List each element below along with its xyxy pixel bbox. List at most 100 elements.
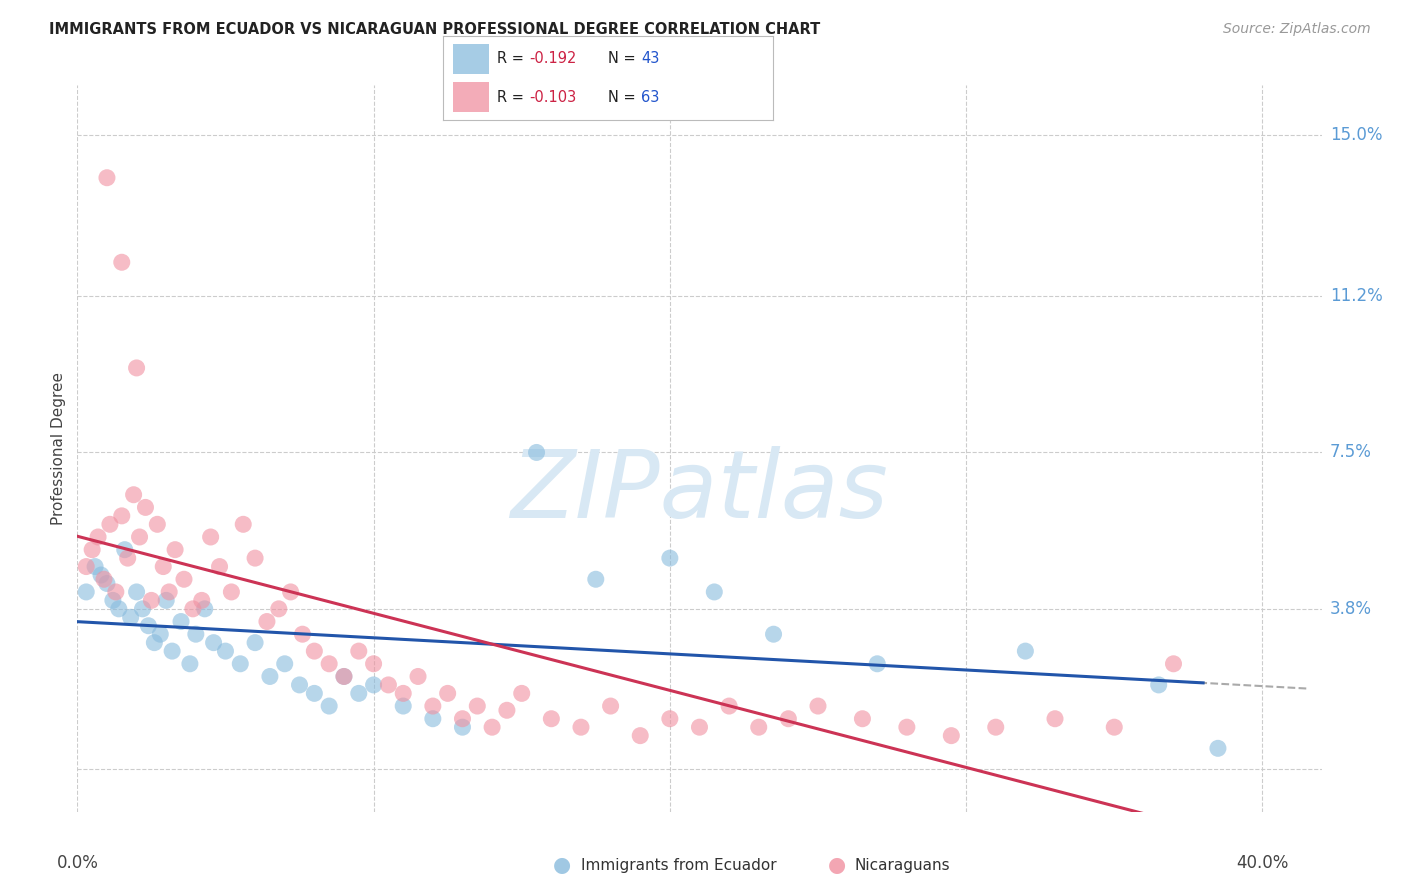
Point xyxy=(155,593,177,607)
Point xyxy=(347,686,370,700)
Point xyxy=(807,699,830,714)
Point xyxy=(138,619,160,633)
Point xyxy=(658,712,681,726)
Point xyxy=(194,602,217,616)
Point xyxy=(1206,741,1229,756)
Point xyxy=(200,530,222,544)
Point xyxy=(703,585,725,599)
Point xyxy=(128,530,150,544)
Point xyxy=(1147,678,1170,692)
Point xyxy=(259,669,281,683)
Point xyxy=(896,720,918,734)
Point xyxy=(304,686,326,700)
Text: R =: R = xyxy=(498,52,529,67)
Point xyxy=(585,572,607,586)
Text: -0.192: -0.192 xyxy=(529,52,576,67)
Point xyxy=(569,720,592,734)
Text: ●: ● xyxy=(828,855,845,875)
Point xyxy=(202,635,225,649)
Bar xyxy=(453,82,489,112)
Point xyxy=(333,669,356,683)
Point xyxy=(87,530,110,544)
Point xyxy=(96,576,118,591)
Point xyxy=(84,559,107,574)
Text: 3.8%: 3.8% xyxy=(1330,599,1372,618)
Point xyxy=(160,644,183,658)
Point xyxy=(288,678,311,692)
Point xyxy=(134,500,156,515)
Point xyxy=(82,542,104,557)
Point xyxy=(165,542,187,557)
Point xyxy=(422,699,444,714)
Point xyxy=(221,585,243,599)
Point xyxy=(866,657,889,671)
Point xyxy=(1014,644,1036,658)
Text: Immigrants from Ecuador: Immigrants from Ecuador xyxy=(581,858,776,872)
Point xyxy=(274,657,297,671)
Point xyxy=(131,602,153,616)
Text: -0.103: -0.103 xyxy=(529,89,576,104)
Point xyxy=(778,712,800,726)
Text: Source: ZipAtlas.com: Source: ZipAtlas.com xyxy=(1223,22,1371,37)
Text: 0.0%: 0.0% xyxy=(56,854,98,872)
Text: 40.0%: 40.0% xyxy=(1236,854,1288,872)
Point xyxy=(149,627,172,641)
Text: IMMIGRANTS FROM ECUADOR VS NICARAGUAN PROFESSIONAL DEGREE CORRELATION CHART: IMMIGRANTS FROM ECUADOR VS NICARAGUAN PR… xyxy=(49,22,821,37)
Text: ZIPatlas: ZIPatlas xyxy=(510,446,889,537)
Point xyxy=(451,720,474,734)
Point xyxy=(98,517,121,532)
Point xyxy=(104,585,127,599)
Point xyxy=(229,657,252,671)
Point xyxy=(599,699,621,714)
Point xyxy=(173,572,195,586)
Point xyxy=(406,669,429,683)
Point xyxy=(851,712,873,726)
Point xyxy=(304,644,326,658)
Point xyxy=(280,585,302,599)
Text: 7.5%: 7.5% xyxy=(1330,443,1372,461)
Text: ●: ● xyxy=(554,855,571,875)
Text: 11.2%: 11.2% xyxy=(1330,287,1382,305)
Point xyxy=(422,712,444,726)
Point xyxy=(125,360,148,375)
Point xyxy=(510,686,533,700)
Point xyxy=(941,729,963,743)
Point xyxy=(125,585,148,599)
Point xyxy=(377,678,399,692)
Point xyxy=(93,572,115,586)
Point xyxy=(108,602,129,616)
Point xyxy=(111,508,134,523)
Point xyxy=(141,593,163,607)
Point xyxy=(363,657,385,671)
Point xyxy=(114,542,136,557)
Point xyxy=(333,669,356,683)
Point xyxy=(628,729,651,743)
Point xyxy=(243,551,266,566)
Text: 15.0%: 15.0% xyxy=(1330,127,1382,145)
Point xyxy=(122,488,145,502)
Point xyxy=(157,585,180,599)
Point xyxy=(256,615,278,629)
Point xyxy=(748,720,770,734)
Text: 63: 63 xyxy=(641,89,659,104)
Text: N =: N = xyxy=(609,89,640,104)
Point xyxy=(143,635,166,649)
Point xyxy=(540,712,562,726)
Point xyxy=(101,593,124,607)
Text: N =: N = xyxy=(609,52,640,67)
Point xyxy=(451,712,474,726)
Point xyxy=(392,686,415,700)
Point xyxy=(1043,712,1066,726)
Point xyxy=(1163,657,1185,671)
Point xyxy=(984,720,1007,734)
Bar xyxy=(453,44,489,74)
Point xyxy=(291,627,314,641)
Point xyxy=(436,686,458,700)
Point xyxy=(75,559,97,574)
Text: Nicaraguans: Nicaraguans xyxy=(855,858,950,872)
Point xyxy=(120,610,142,624)
Point xyxy=(658,551,681,566)
Point xyxy=(96,170,118,185)
Point xyxy=(496,703,519,717)
Point xyxy=(117,551,139,566)
